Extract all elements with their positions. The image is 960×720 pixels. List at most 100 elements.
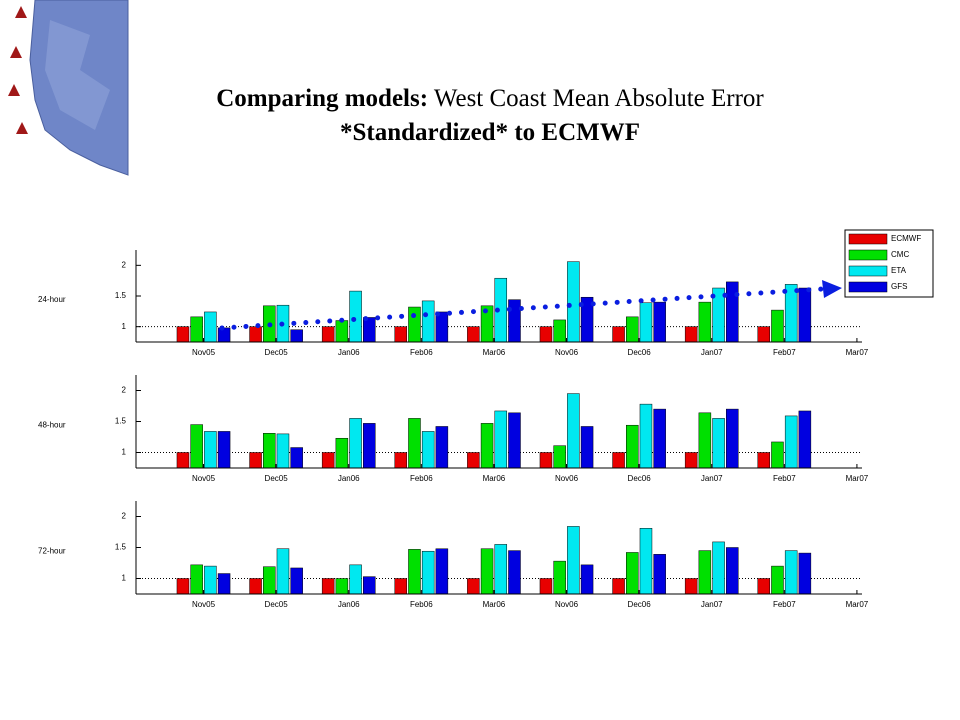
bar [698,301,712,343]
x-tick-label: Feb07 [773,348,796,357]
bar [408,418,421,469]
x-tick-label: Mar06 [483,348,506,357]
bar [757,326,771,343]
bar [263,433,276,469]
bar [249,452,262,469]
map-marker [8,84,20,96]
bar [798,287,812,343]
y-tick-label: 1 [122,448,127,457]
bar [263,566,276,595]
bar [290,329,303,343]
bar [363,576,376,595]
bar [290,447,303,469]
map-marker [16,122,28,134]
x-tick-label: Mar06 [483,474,506,483]
legend-label: GFS [891,282,907,291]
x-tick-label: Jan07 [701,600,723,609]
bar [567,261,580,343]
x-tick-label: Jan06 [338,474,360,483]
x-tick-label: Dec06 [628,348,652,357]
y-tick-label: 2 [122,260,127,269]
bar [276,548,290,595]
bar [684,326,698,343]
bar [217,573,231,595]
x-tick-label: Nov05 [192,348,216,357]
title-bold: Comparing models: [216,85,429,112]
bar [494,544,508,595]
bar [553,560,566,595]
bar [176,452,190,469]
bar [394,452,408,469]
x-tick-label: Mar07 [846,474,869,483]
bar [553,445,566,469]
x-tick-label: Feb06 [410,348,433,357]
bar [508,299,521,343]
bar [639,302,653,343]
arrow-head [822,280,842,298]
bar [408,306,421,343]
x-tick-label: Feb06 [410,474,433,483]
x-tick-label: Nov06 [555,348,579,357]
bar [249,578,262,595]
x-tick-label: Mar07 [846,600,869,609]
bar [335,320,349,343]
bar [567,526,580,595]
bar [394,578,408,595]
y-axis-label: 72-hour [38,547,66,556]
title-subline: *Standardized* to ECMWF [340,119,640,146]
bar [726,408,739,469]
bar [249,326,262,343]
bar [480,423,494,469]
x-tick-label: Nov06 [555,600,579,609]
bar [698,550,712,595]
bar [421,431,435,469]
bar [757,452,771,469]
x-tick-label: Nov05 [192,474,216,483]
y-axis-label: 24-hour [38,295,66,304]
bar [363,423,376,469]
bar [612,326,625,343]
x-tick-label: Jan07 [701,474,723,483]
map-texture [45,20,110,130]
bar [567,393,580,469]
map-marker [10,46,22,58]
bar [494,410,508,469]
bar [726,281,739,343]
bar [539,452,553,469]
bar [190,564,203,595]
bar [726,547,739,595]
bar [784,284,798,343]
bar [335,437,349,469]
bar [176,578,190,595]
bar [653,408,666,469]
y-tick-label: 1.5 [115,291,127,300]
bar [321,452,335,469]
bar [394,326,408,343]
bar [349,564,362,595]
bar [349,290,362,343]
x-tick-label: Feb07 [773,600,796,609]
bar [712,418,725,469]
bar [421,550,435,595]
bar [612,578,625,595]
y-tick-label: 1.5 [115,543,127,552]
bar [539,578,553,595]
y-tick-label: 2 [122,512,127,521]
bar [580,564,594,595]
x-tick-label: Mar06 [483,600,506,609]
bar [639,403,653,469]
bar [176,326,190,343]
x-tick-label: Feb07 [773,474,796,483]
bar [508,550,521,595]
x-tick-label: Jan06 [338,348,360,357]
bar [190,316,203,343]
bar [508,412,521,469]
x-tick-label: Dec05 [265,348,289,357]
map-marker [15,6,27,18]
bar [771,441,784,469]
trend-dots [219,286,825,331]
bar [684,578,698,595]
bar [784,415,798,469]
x-tick-label: Nov05 [192,600,216,609]
